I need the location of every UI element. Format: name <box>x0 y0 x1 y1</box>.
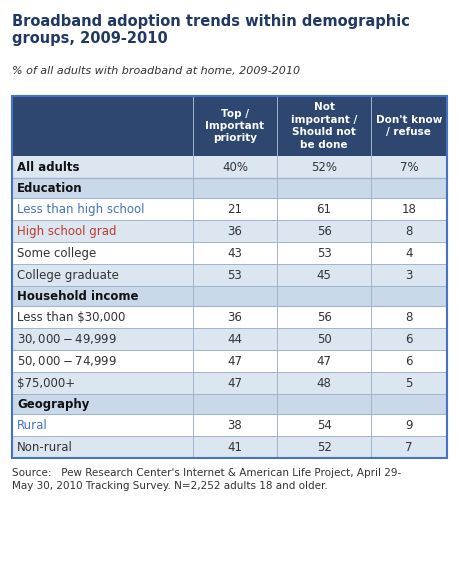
Text: 36: 36 <box>228 311 242 324</box>
Text: College graduate: College graduate <box>17 269 119 282</box>
Text: Education: Education <box>17 182 83 195</box>
Text: 8: 8 <box>405 225 413 237</box>
Text: Don't know
/ refuse: Don't know / refuse <box>376 115 442 137</box>
Text: Household income: Household income <box>17 290 139 303</box>
Text: 43: 43 <box>228 246 242 259</box>
Text: $50,000-$74,999: $50,000-$74,999 <box>17 354 117 368</box>
Bar <box>12 96 447 458</box>
Text: 5: 5 <box>405 377 413 390</box>
Text: 6: 6 <box>405 332 413 345</box>
Bar <box>12 264 447 286</box>
Text: All adults: All adults <box>17 160 79 174</box>
Text: 47: 47 <box>228 377 242 390</box>
Text: 18: 18 <box>402 203 416 216</box>
Text: 53: 53 <box>317 246 331 259</box>
Text: Some college: Some college <box>17 246 96 259</box>
Bar <box>12 242 447 264</box>
Text: 38: 38 <box>228 419 242 431</box>
Text: High school grad: High school grad <box>17 225 117 237</box>
Text: $30,000-$49,999: $30,000-$49,999 <box>17 332 117 346</box>
Bar <box>12 372 447 394</box>
Text: 56: 56 <box>317 311 331 324</box>
Text: $75,000+: $75,000+ <box>17 377 75 390</box>
Text: Top /
Important
priority: Top / Important priority <box>205 109 264 143</box>
Text: 48: 48 <box>317 377 331 390</box>
Text: Non-rural: Non-rural <box>17 440 73 453</box>
Text: 52%: 52% <box>311 160 337 174</box>
Text: 36: 36 <box>228 225 242 237</box>
Text: Broadband adoption trends within demographic
groups, 2009-2010: Broadband adoption trends within demogra… <box>12 14 410 47</box>
Bar <box>12 414 447 436</box>
Text: 53: 53 <box>228 269 242 282</box>
Text: 61: 61 <box>317 203 331 216</box>
Text: Less than high school: Less than high school <box>17 203 145 216</box>
Bar <box>12 328 447 350</box>
Text: 47: 47 <box>317 354 331 368</box>
Bar <box>12 286 447 306</box>
Text: Rural: Rural <box>17 419 48 431</box>
Bar <box>12 178 447 198</box>
Text: 45: 45 <box>317 269 331 282</box>
Text: 3: 3 <box>405 269 413 282</box>
Text: 54: 54 <box>317 419 331 431</box>
Text: Geography: Geography <box>17 398 90 410</box>
Bar <box>12 306 447 328</box>
Text: 52: 52 <box>317 440 331 453</box>
Text: 50: 50 <box>317 332 331 345</box>
Text: 21: 21 <box>228 203 242 216</box>
Text: 9: 9 <box>405 419 413 431</box>
Bar <box>12 156 447 178</box>
Text: % of all adults with broadband at home, 2009-2010: % of all adults with broadband at home, … <box>12 66 300 76</box>
Bar <box>12 220 447 242</box>
Text: Not
important /
Should not
be done: Not important / Should not be done <box>291 102 357 150</box>
Text: 7%: 7% <box>400 160 418 174</box>
Bar <box>12 350 447 372</box>
Text: 44: 44 <box>228 332 242 345</box>
Text: 8: 8 <box>405 311 413 324</box>
Text: 41: 41 <box>228 440 242 453</box>
Text: 47: 47 <box>228 354 242 368</box>
Bar <box>12 436 447 458</box>
Bar <box>12 96 447 156</box>
Text: 40%: 40% <box>222 160 248 174</box>
Text: Source:   Pew Research Center's Internet & American Life Project, April 29-
May : Source: Pew Research Center's Internet &… <box>12 468 401 491</box>
Text: 7: 7 <box>405 440 413 453</box>
Bar <box>12 394 447 414</box>
Text: Less than $30,000: Less than $30,000 <box>17 311 125 324</box>
Text: 4: 4 <box>405 246 413 259</box>
Bar <box>12 198 447 220</box>
Text: 6: 6 <box>405 354 413 368</box>
Text: 56: 56 <box>317 225 331 237</box>
